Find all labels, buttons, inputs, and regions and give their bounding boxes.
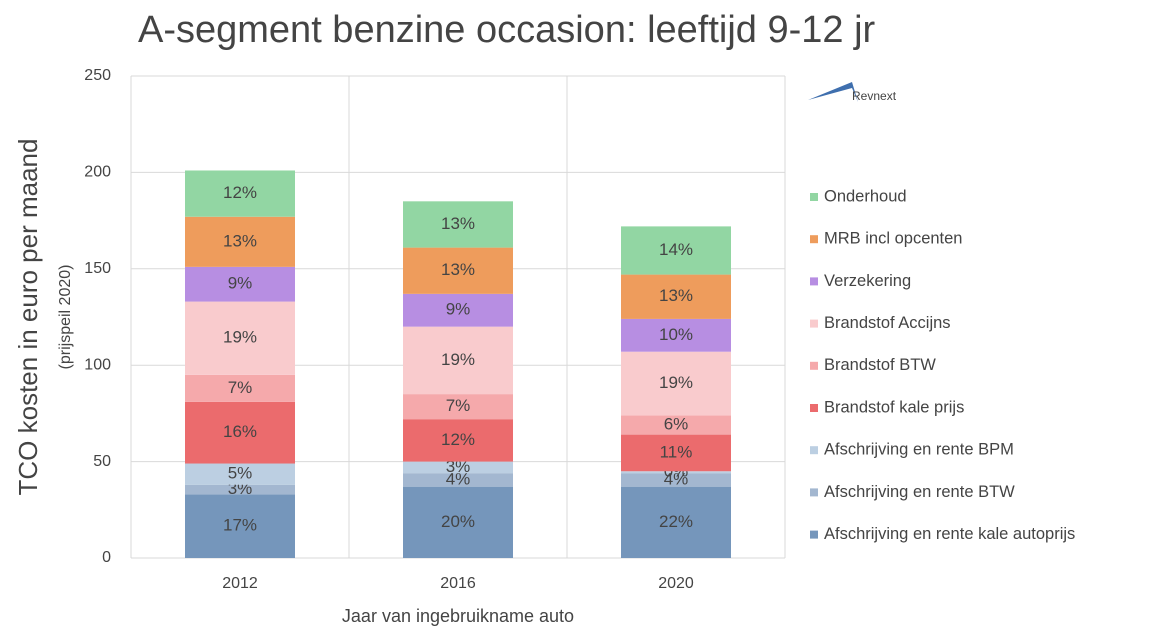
segment-label: 6% bbox=[664, 414, 689, 433]
segment-label: 9% bbox=[446, 300, 471, 319]
segment-label: 4% bbox=[664, 469, 689, 488]
legend-swatch bbox=[810, 488, 818, 497]
bar-segment bbox=[185, 401, 295, 464]
segment-label: 17% bbox=[223, 516, 257, 535]
bar-segment bbox=[621, 471, 731, 474]
segment-label: 22% bbox=[659, 512, 693, 531]
bar-segment bbox=[403, 293, 513, 327]
bar-segment bbox=[621, 434, 731, 472]
segment-label: 19% bbox=[659, 373, 693, 392]
legend-label: MRB incl opcenten bbox=[824, 230, 963, 248]
bar-segment bbox=[621, 274, 731, 319]
chart-title: A-segment benzine occasion: leeftijd 9-1… bbox=[138, 9, 876, 51]
bar-segment bbox=[185, 170, 295, 217]
segment-label: 19% bbox=[223, 328, 257, 347]
legend-swatch bbox=[810, 530, 818, 539]
bar-segment bbox=[403, 247, 513, 294]
segment-label: 16% bbox=[223, 422, 257, 441]
x-tick-label: 2016 bbox=[440, 575, 476, 592]
y-axis-label: TCO kosten in euro per maand bbox=[13, 139, 43, 496]
legend-swatch bbox=[810, 193, 818, 201]
bar-segment bbox=[621, 226, 731, 275]
segment-label: 3% bbox=[446, 457, 471, 476]
bar-segment bbox=[403, 201, 513, 248]
bar-segment bbox=[403, 394, 513, 420]
bar-segment bbox=[185, 374, 295, 402]
legend-label: Verzekering bbox=[824, 272, 911, 290]
legend-swatch bbox=[810, 235, 818, 244]
bar-segment bbox=[185, 216, 295, 267]
legend-swatch bbox=[810, 277, 818, 286]
segment-label: 13% bbox=[441, 214, 475, 233]
y-tick-label: 200 bbox=[84, 164, 111, 181]
segment-label: 20% bbox=[441, 512, 475, 531]
bar-segment bbox=[185, 494, 295, 558]
x-axis-label: Jaar van ingebruikname auto bbox=[342, 606, 574, 626]
segment-label: 19% bbox=[441, 350, 475, 369]
bar-segment bbox=[185, 484, 295, 495]
segment-label: 11% bbox=[660, 442, 693, 461]
logo-text: Revnext bbox=[852, 89, 897, 103]
bar-segment bbox=[185, 463, 295, 485]
bar-segment bbox=[185, 301, 295, 375]
segment-label: 13% bbox=[659, 286, 693, 305]
segment-label: 12% bbox=[223, 183, 257, 202]
segment-label: 5% bbox=[228, 464, 253, 483]
bar-segment bbox=[403, 461, 513, 474]
segment-label: 7% bbox=[228, 378, 253, 397]
bar-segment bbox=[185, 266, 295, 302]
x-tick-label: 2020 bbox=[658, 575, 694, 592]
y-tick-label: 50 bbox=[93, 453, 111, 470]
segment-label: 7% bbox=[446, 396, 471, 415]
segment-label: 9% bbox=[228, 274, 253, 293]
legend-label: Afschrijving en rente kale autoprijs bbox=[824, 525, 1075, 543]
x-tick-label: 2012 bbox=[222, 575, 258, 592]
bar-segment bbox=[621, 318, 731, 352]
bar-segment bbox=[403, 473, 513, 487]
legend-swatch bbox=[810, 446, 818, 455]
segment-label: 13% bbox=[441, 260, 475, 279]
legend-label: Onderhoud bbox=[824, 187, 907, 205]
y-tick-label: 250 bbox=[84, 67, 111, 84]
legend-swatch bbox=[810, 404, 818, 412]
bar-segment bbox=[403, 326, 513, 395]
segment-label: 10% bbox=[659, 325, 693, 344]
legend-label: Afschrijving en rente BTW bbox=[824, 483, 1015, 501]
legend-label: Afschrijving en rente BPM bbox=[824, 441, 1014, 459]
y-tick-label: 100 bbox=[84, 356, 111, 373]
bar-segment bbox=[621, 415, 731, 435]
segment-label: 14% bbox=[659, 240, 693, 259]
segment-label: 12% bbox=[441, 430, 475, 449]
segment-label: 13% bbox=[223, 231, 257, 250]
y-tick-label: 150 bbox=[84, 260, 111, 277]
legend-swatch bbox=[810, 319, 818, 328]
legend-label: Brandstof kale prijs bbox=[824, 398, 964, 416]
bar-segment bbox=[621, 473, 731, 487]
bar-segment bbox=[403, 419, 513, 462]
y-axis-sublabel: (prijspeil 2020) bbox=[57, 265, 74, 370]
bar-segment bbox=[403, 486, 513, 558]
logo-mark bbox=[808, 82, 858, 102]
legend-swatch bbox=[810, 361, 818, 370]
bar-segment bbox=[621, 351, 731, 416]
legend-label: Brandstof BTW bbox=[824, 356, 936, 374]
legend-label: Brandstof Accijns bbox=[824, 314, 951, 332]
bar-segment bbox=[621, 486, 731, 558]
segment-label: 4% bbox=[446, 469, 471, 488]
y-tick-label: 0 bbox=[102, 549, 111, 566]
